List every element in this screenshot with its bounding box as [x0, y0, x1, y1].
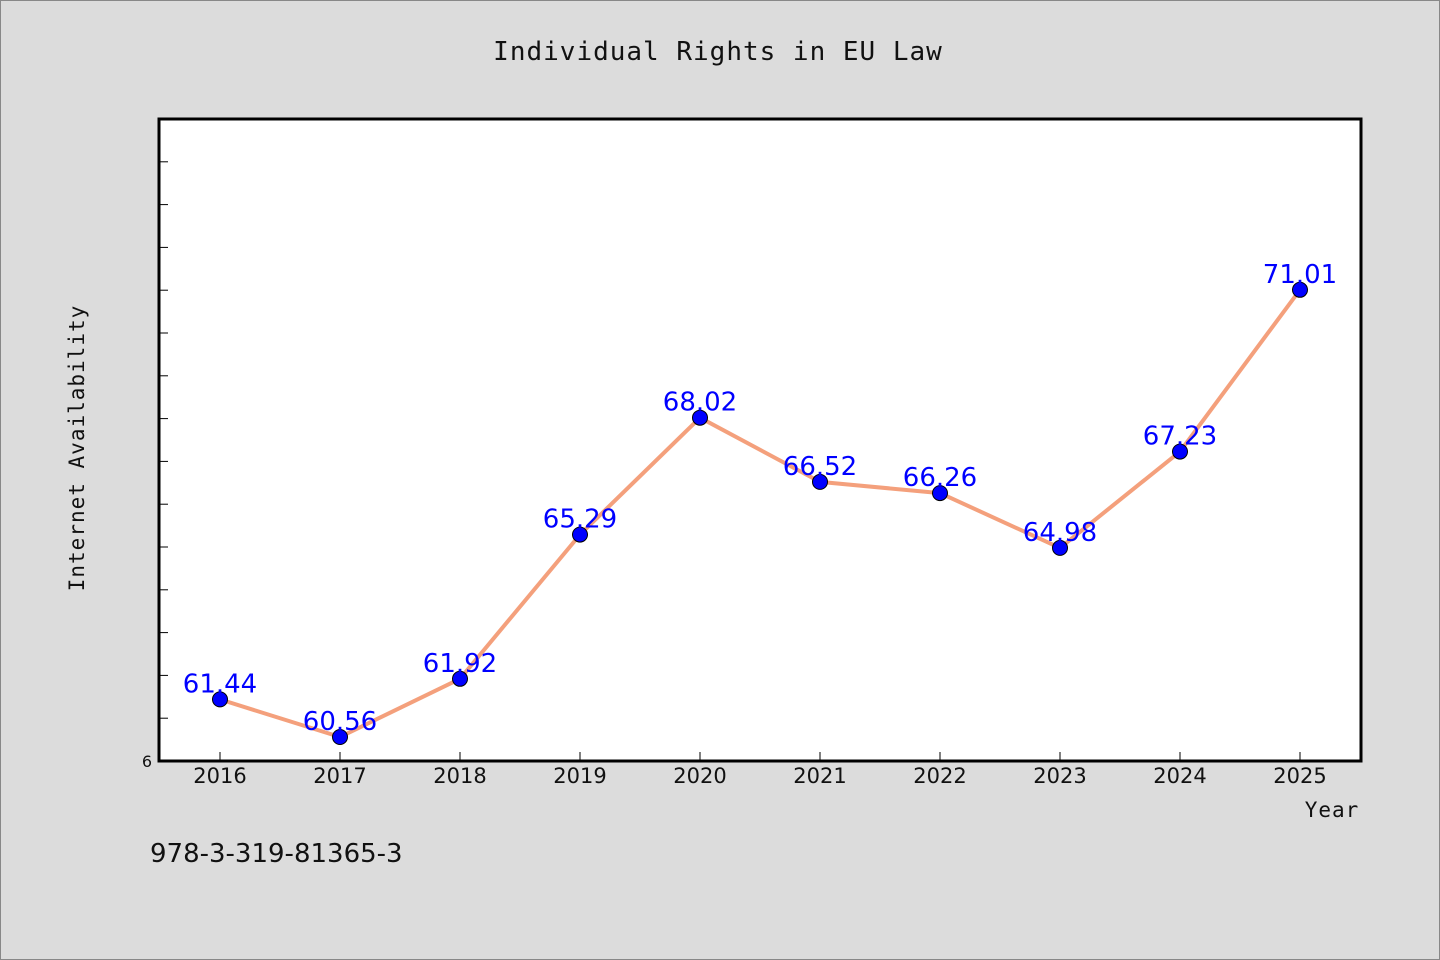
x-tick-label: 2021: [793, 764, 846, 788]
x-tick-label: 2017: [313, 764, 366, 788]
data-label: 64.98: [1023, 518, 1097, 548]
data-label: 61.92: [423, 649, 497, 679]
series-layer: 61.44 60.56 61.92 65.29 68.02 66.52 66.26 64.98…: [183, 260, 1337, 745]
data-point: [1292, 281, 1308, 298]
data-label: 67.23: [1143, 422, 1217, 452]
series-line: [218, 287, 1302, 739]
data-point: [812, 473, 828, 490]
x-axis-ticks: 2016 2017 2018 2019 2020 2021 2022 2023 2024 2025: [193, 752, 1327, 788]
data-label: 60.56: [303, 707, 377, 737]
x-tick-label: 2024: [1153, 764, 1206, 788]
data-point: [1052, 539, 1068, 556]
plot-area: [157, 117, 1363, 763]
data-label: 61.44: [183, 669, 257, 699]
data-label: 68.02: [663, 388, 737, 418]
data-label: 66.52: [783, 452, 857, 482]
data-label: 66.26: [903, 463, 977, 493]
data-label: 65.29: [543, 505, 617, 535]
y-axis-ticks: 6: [142, 161, 168, 771]
data-point: [1172, 443, 1188, 460]
data-point: [332, 729, 348, 745]
data-point: [932, 485, 948, 502]
x-tick-label: 2016: [193, 764, 246, 788]
y-axis-label: Internet Availability: [65, 305, 89, 592]
chart-title: Individual Rights in EU Law: [493, 37, 943, 67]
x-tick-label: 2020: [673, 764, 726, 788]
data-point: [572, 526, 588, 543]
data-label: 71.01: [1263, 260, 1337, 290]
x-tick-label: 2022: [913, 764, 966, 788]
x-tick-label: 2018: [433, 764, 486, 788]
x-axis-label: Year: [1305, 798, 1360, 822]
x-tick-label: 2025: [1273, 764, 1326, 788]
x-tick-label: 2019: [553, 764, 606, 788]
data-point: [452, 670, 468, 687]
y-tick-label: 6: [142, 752, 152, 771]
data-point: [212, 691, 228, 708]
data-point: [692, 409, 708, 426]
footer-isbn: 978-3-319-81365-3: [150, 839, 403, 869]
x-tick-label: 2023: [1033, 764, 1086, 788]
